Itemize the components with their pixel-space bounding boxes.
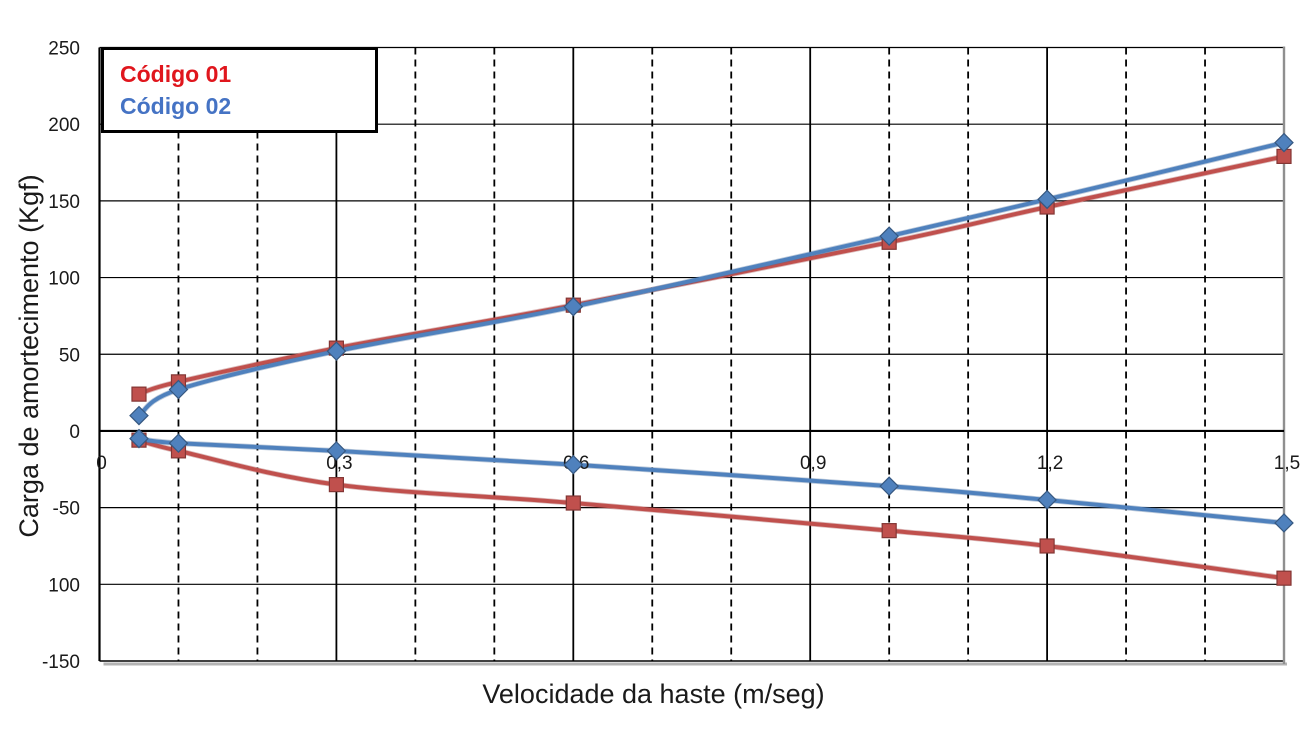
marker-diamond-c-digo-02-upper — [1274, 132, 1294, 153]
x-tick-label: 0,9 — [800, 453, 826, 474]
marker-square-c-digo-01-lower — [1039, 538, 1055, 554]
series-line-shadow-c-digo-01-lower — [136, 437, 1287, 581]
marker-diamond-c-digo-02-lower — [1037, 490, 1057, 510]
x-tick-label: 0 — [96, 453, 107, 474]
marker-diamond-c-digo-02-lower — [326, 441, 347, 461]
y-tick-label: 50 — [59, 345, 80, 366]
marker-diamond-c-digo-02-upper — [168, 379, 189, 400]
x-tick-label: 1,2 — [1037, 453, 1063, 474]
series-line-c-digo-02-upper — [136, 140, 1286, 418]
y-tick-label: 100 — [48, 575, 80, 596]
y-tick-label: 250 — [48, 39, 80, 60]
series-line-c-digo-02-lower — [136, 436, 1286, 525]
marker-diamond-c-digo-02-upper — [326, 341, 347, 362]
series-line-c-digo-01-lower — [136, 438, 1286, 581]
y-tick-label: 0 — [69, 422, 80, 443]
y-axis-title: Carga de amortecimento (Kgf) — [14, 174, 44, 538]
marker-square-c-digo-01-upper — [131, 386, 147, 402]
marker-diamond-c-digo-02-lower — [1274, 513, 1294, 533]
marker-diamond-c-digo-02-lower — [129, 428, 149, 449]
marker-square-c-digo-01-lower — [881, 523, 897, 539]
y-tick-label: 100 — [48, 269, 80, 290]
y-tick-label: 150 — [48, 192, 80, 213]
marker-diamond-c-digo-02-lower — [563, 454, 584, 475]
x-tick-label: 1,5 — [1274, 453, 1300, 474]
marker-diamond-c-digo-02-upper — [879, 226, 900, 246]
y-tick-label: 200 — [48, 115, 80, 136]
marker-diamond-c-digo-02-upper — [563, 296, 584, 317]
marker-square-c-digo-01-lower — [328, 477, 344, 493]
y-tick-label: -50 — [53, 499, 80, 520]
marker-diamond-c-digo-02-upper — [1037, 189, 1057, 210]
legend-item-codigo-02: Código 02 — [120, 93, 232, 119]
marker-diamond-c-digo-02-upper — [129, 405, 149, 426]
x-tick-label: 0,3 — [326, 453, 352, 474]
marker-square-c-digo-01-lower — [1276, 570, 1292, 586]
marker-square-c-digo-01-lower — [565, 495, 581, 511]
legend-item-codigo-01: Código 01 — [120, 60, 232, 87]
marker-diamond-c-digo-02-lower — [168, 433, 189, 454]
y-tick-label: -150 — [42, 652, 80, 673]
x-axis-title: Velocidade da haste (m/seg) — [482, 679, 825, 709]
marker-diamond-c-digo-02-lower — [879, 476, 900, 497]
chart-legend: Código 01 Código 02 — [101, 47, 378, 133]
